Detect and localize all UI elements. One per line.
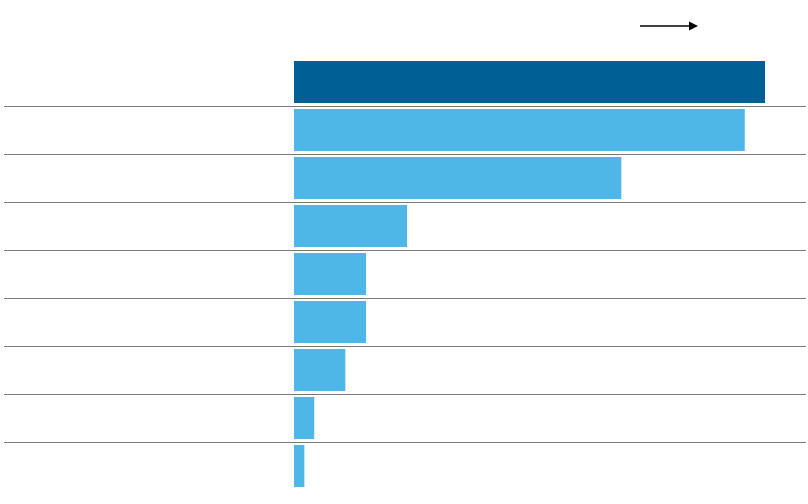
bar-highlight [294,61,765,103]
bar-5 [294,301,367,343]
bar-8 [294,445,305,487]
bar-3 [294,205,408,247]
bars-group [294,61,765,487]
bar-7 [294,397,315,439]
bar-6 [294,349,346,391]
bar-4 [294,253,367,295]
bar-1 [294,109,745,151]
arrow-right-icon [640,21,698,31]
bar-2 [294,157,622,199]
row-dividers [4,106,806,443]
